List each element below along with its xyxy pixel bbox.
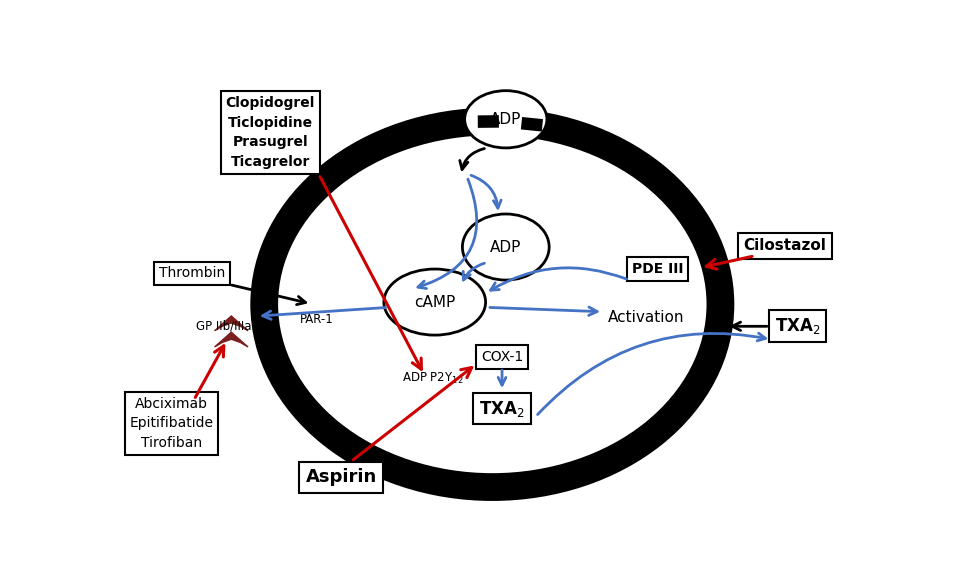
Text: ADP P2Y$_{12}$: ADP P2Y$_{12}$: [401, 371, 463, 386]
Ellipse shape: [384, 269, 485, 335]
Text: Abciximab
Epitifibatide
Tirofiban: Abciximab Epitifibatide Tirofiban: [129, 397, 213, 450]
Ellipse shape: [264, 121, 721, 487]
Ellipse shape: [462, 214, 549, 280]
Text: Thrombin: Thrombin: [158, 267, 225, 280]
Text: GP IIb/IIIa: GP IIb/IIIa: [196, 320, 252, 333]
Text: Aspirin: Aspirin: [306, 468, 377, 486]
Text: PAR-1: PAR-1: [300, 313, 334, 326]
Text: PDE III: PDE III: [632, 262, 683, 276]
Polygon shape: [214, 316, 248, 331]
Text: ADP: ADP: [490, 240, 521, 255]
Text: TXA$_2$: TXA$_2$: [775, 316, 820, 336]
Text: Clopidogrel
Ticlopidine
Prasugrel
Ticagrelor: Clopidogrel Ticlopidine Prasugrel Ticagr…: [226, 96, 315, 169]
Polygon shape: [214, 332, 248, 347]
Text: Cilostazol: Cilostazol: [743, 238, 826, 253]
Text: Activation: Activation: [608, 310, 685, 325]
Text: ADP: ADP: [490, 112, 521, 127]
Text: TXA$_2$: TXA$_2$: [480, 399, 525, 419]
Text: cAMP: cAMP: [414, 295, 455, 309]
Text: COX-1: COX-1: [481, 350, 523, 364]
Ellipse shape: [465, 90, 547, 148]
